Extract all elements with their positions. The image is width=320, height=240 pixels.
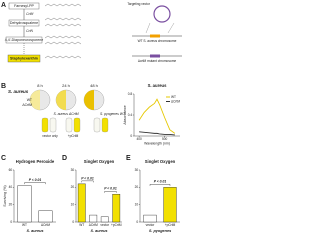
panel-letter: E (126, 155, 131, 162)
chart-title: Hydrogen Peroxide (16, 159, 55, 164)
y-tick-label: 20 (9, 203, 13, 207)
step: 4,4'-Diaponeurosporene (5, 38, 43, 42)
cloning-scheme: Targeting vector WT S. aureus chromosome… (127, 2, 182, 63)
y-tick-label: 30 (135, 168, 139, 172)
bar (38, 210, 53, 223)
x-tick-label: ΔCrtM (89, 223, 98, 227)
panel-letter: A (1, 2, 6, 9)
panel-letter: C (1, 155, 6, 162)
time: 24 h (62, 83, 70, 88)
label: ΔcrtM mutant chromosome (138, 59, 176, 63)
label: WT S. aureus chromosome (138, 39, 177, 43)
annotation: P < 0.01 (81, 176, 94, 180)
bar (100, 216, 109, 223)
chart-title: Singlet Oxygen (84, 159, 115, 164)
x-tick-label: +pCrtM (111, 223, 122, 227)
gene (150, 34, 160, 38)
bar (17, 185, 32, 223)
y-tick-label: 20 (71, 185, 75, 189)
annotation: P < 0.01 (104, 187, 117, 191)
figure: A Farnesyl-PP CrtM Dehydrosqualene CrtN … (1, 2, 182, 233)
y-tick-label: 0.8 (128, 92, 133, 96)
legend-label: WT (171, 95, 176, 99)
line (139, 131, 175, 136)
bar (112, 194, 121, 223)
chart-title: Singlet Oxygen (145, 159, 176, 164)
label: Targeting vector (127, 2, 151, 6)
species: S. aureus (8, 89, 29, 94)
y-tick-label: 30 (71, 168, 75, 172)
chemical-structures (44, 3, 82, 59)
y-tick-label: 10 (135, 203, 139, 207)
y-axis-label: Absorbance (123, 105, 127, 124)
gene (150, 54, 160, 58)
annotation: P < 0.01 (154, 180, 167, 184)
y-tick-label: 40 (9, 185, 13, 189)
panel-letter: D (62, 155, 67, 162)
pathway: Farnesyl-PP CrtM Dehydrosqualene CrtN 4,… (5, 2, 43, 63)
y-tick-label: 10 (71, 203, 75, 207)
label: S. pyogenes WT (100, 112, 126, 116)
x-tick-label: 500 (162, 137, 168, 141)
annotation: P < 0.01 (29, 178, 42, 182)
x-axis-label: S. aureus (26, 229, 43, 233)
plates (29, 89, 109, 133)
x-tick-label: WT (79, 223, 84, 227)
label: S. aureus ΔCrtM (53, 112, 78, 116)
line (138, 98, 176, 134)
y-tick-label: 0.4 (128, 113, 133, 117)
label: vector only (42, 134, 58, 138)
x-tick-label: ΔCrtM (41, 223, 50, 227)
y-tick-label: 60 (9, 168, 13, 172)
bar (77, 183, 86, 223)
y-axis-label: Surviving (%) (3, 185, 7, 206)
y-tick-label: 0 (10, 220, 12, 224)
label: WT (27, 98, 32, 102)
bar (143, 214, 157, 223)
significance-bracket (81, 180, 94, 183)
x-axis-label: Wavelength (nm) (144, 141, 170, 145)
significance-bracket (149, 184, 171, 186)
bar (163, 187, 177, 223)
plasmid (153, 5, 171, 23)
panel-letter: B (1, 83, 6, 90)
step: Staphyloxanthin (10, 57, 38, 61)
x-tick-label: +pCrtM (165, 223, 176, 227)
x-tick-label: vector (146, 223, 156, 227)
box (7, 54, 41, 63)
significance-bracket (104, 191, 117, 193)
label: ΔCrtM (22, 103, 32, 107)
y-tick-label: 0 (136, 220, 138, 224)
bar (89, 214, 98, 223)
time: 8 h (37, 83, 43, 88)
significance-bracket (24, 182, 46, 185)
x-tick-label: 400 (136, 137, 142, 141)
step: Dehydrosqualene (10, 21, 38, 25)
x-tick-label: vector (100, 223, 110, 227)
y-tick-label: 0 (72, 220, 74, 224)
label: +pCrtM (68, 134, 79, 138)
y-tick-label: 0 (130, 134, 132, 138)
x-axis-label: S. aureus (90, 229, 107, 233)
enzyme: CrtN (26, 29, 34, 33)
x-axis-label: S. pyogenes (149, 229, 171, 233)
y-tick-label: 20 (135, 185, 139, 189)
legend-label: ΔCrtM (171, 99, 180, 103)
x-tick-label: WT (22, 223, 27, 227)
chart-title: S. aureus (148, 83, 168, 88)
enzyme: CrtM (26, 12, 34, 16)
step: Farnesyl-PP (14, 4, 34, 8)
time: 48 h (90, 83, 98, 88)
